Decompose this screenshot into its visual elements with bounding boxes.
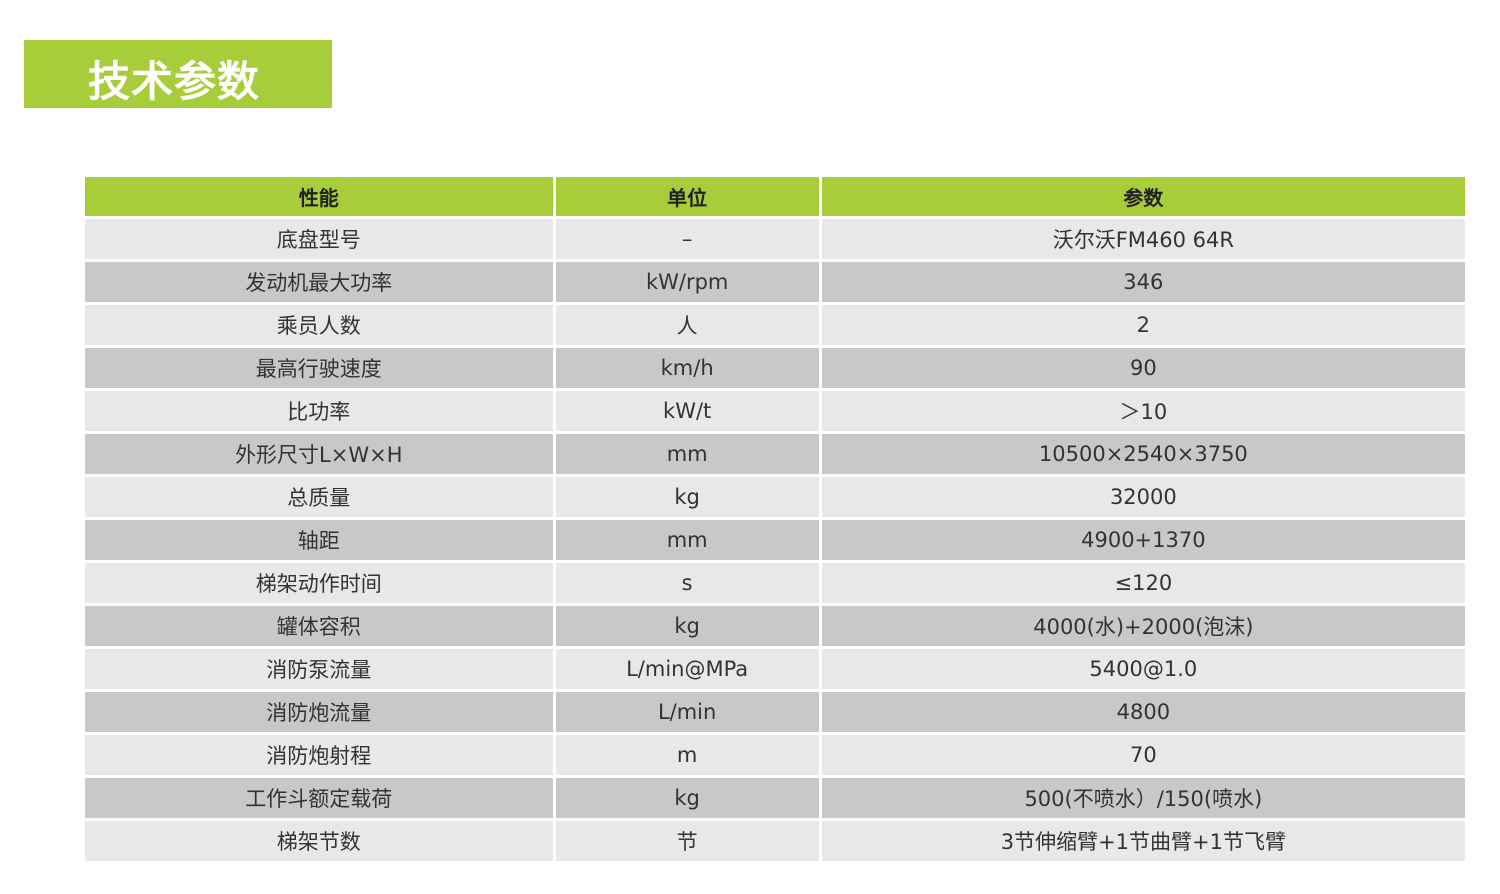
parameter-cell: 346 bbox=[821, 262, 1465, 302]
table-row: 梯架动作时间 s ≤120 bbox=[85, 563, 1465, 603]
table-row: 底盘型号 – 沃尔沃FM460 64R bbox=[85, 219, 1465, 259]
spec-table: 性能 单位 参数 底盘型号 – 沃尔沃FM460 64R 发动机最大功率 kW/rpm 3… bbox=[82, 174, 1468, 864]
performance-cell: 发动机最大功率 bbox=[85, 262, 553, 302]
performance-cell: 比功率 bbox=[85, 391, 553, 431]
parameter-cell: 32000 bbox=[821, 477, 1465, 517]
table-header-row: 性能 单位 参数 bbox=[85, 177, 1465, 216]
unit-cell: kg bbox=[555, 606, 819, 646]
section-title-banner: 技术参数 bbox=[24, 40, 332, 108]
table-row: 轴距 mm 4900+1370 bbox=[85, 520, 1465, 560]
table-row: 外形尺寸L×W×H mm 10500×2540×3750 bbox=[85, 434, 1465, 474]
parameter-cell: 4800 bbox=[821, 692, 1465, 732]
table-row: 发动机最大功率 kW/rpm 346 bbox=[85, 262, 1465, 302]
table-row: 罐体容积 kg 4000(水)+2000(泡沫) bbox=[85, 606, 1465, 646]
unit-cell: mm bbox=[555, 520, 819, 560]
performance-cell: 梯架节数 bbox=[85, 821, 553, 861]
unit-cell: 人 bbox=[555, 305, 819, 345]
header-parameter: 参数 bbox=[821, 177, 1465, 216]
header-unit: 单位 bbox=[555, 177, 819, 216]
unit-cell: L/min bbox=[555, 692, 819, 732]
performance-cell: 消防炮流量 bbox=[85, 692, 553, 732]
unit-cell: kW/rpm bbox=[555, 262, 819, 302]
performance-cell: 外形尺寸L×W×H bbox=[85, 434, 553, 474]
performance-cell: 罐体容积 bbox=[85, 606, 553, 646]
performance-cell: 工作斗额定载荷 bbox=[85, 778, 553, 818]
section-title: 技术参数 bbox=[88, 57, 261, 106]
parameter-cell: 4000(水)+2000(泡沫) bbox=[821, 606, 1465, 646]
unit-cell: kW/t bbox=[555, 391, 819, 431]
parameter-cell: 500(不喷水）/150(喷水) bbox=[821, 778, 1465, 818]
parameter-cell: 2 bbox=[821, 305, 1465, 345]
performance-cell: 轴距 bbox=[85, 520, 553, 560]
unit-cell: km/h bbox=[555, 348, 819, 388]
unit-cell: m bbox=[555, 735, 819, 775]
parameter-cell: 4900+1370 bbox=[821, 520, 1465, 560]
table-row: 工作斗额定载荷 kg 500(不喷水）/150(喷水) bbox=[85, 778, 1465, 818]
unit-cell: s bbox=[555, 563, 819, 603]
unit-cell: mm bbox=[555, 434, 819, 474]
unit-cell: 节 bbox=[555, 821, 819, 861]
parameter-cell: 70 bbox=[821, 735, 1465, 775]
header-performance: 性能 bbox=[85, 177, 553, 216]
parameter-cell: 5400@1.0 bbox=[821, 649, 1465, 689]
parameter-cell: 10500×2540×3750 bbox=[821, 434, 1465, 474]
parameter-cell: 90 bbox=[821, 348, 1465, 388]
parameter-cell: 3节伸缩臂+1节曲臂+1节飞臂 bbox=[821, 821, 1465, 861]
performance-cell: 乘员人数 bbox=[85, 305, 553, 345]
unit-cell: kg bbox=[555, 778, 819, 818]
performance-cell: 最高行驶速度 bbox=[85, 348, 553, 388]
parameter-cell: ＞10 bbox=[821, 391, 1465, 431]
performance-cell: 总质量 bbox=[85, 477, 553, 517]
table-row: 消防泵流量 L/min@MPa 5400@1.0 bbox=[85, 649, 1465, 689]
parameter-cell: 沃尔沃FM460 64R bbox=[821, 219, 1465, 259]
unit-cell: kg bbox=[555, 477, 819, 517]
performance-cell: 消防炮射程 bbox=[85, 735, 553, 775]
table-row: 消防炮射程 m 70 bbox=[85, 735, 1465, 775]
parameter-cell: ≤120 bbox=[821, 563, 1465, 603]
unit-cell: L/min@MPa bbox=[555, 649, 819, 689]
table-row: 最高行驶速度 km/h 90 bbox=[85, 348, 1465, 388]
table-row: 比功率 kW/t ＞10 bbox=[85, 391, 1465, 431]
unit-cell: – bbox=[555, 219, 819, 259]
table-row: 梯架节数节 3节伸缩臂+1节曲臂+1节飞臂 bbox=[85, 821, 1465, 861]
performance-cell: 梯架动作时间 bbox=[85, 563, 553, 603]
performance-cell: 消防泵流量 bbox=[85, 649, 553, 689]
table-row: 乘员人数人 2 bbox=[85, 305, 1465, 345]
table-row: 消防炮流量 L/min 4800 bbox=[85, 692, 1465, 732]
performance-cell: 底盘型号 bbox=[85, 219, 553, 259]
table-row: 总质量 kg 32000 bbox=[85, 477, 1465, 517]
